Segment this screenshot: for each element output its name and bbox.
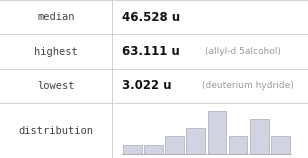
Bar — [229, 137, 247, 154]
Text: distribution: distribution — [19, 125, 94, 136]
Text: (deuterium hydride): (deuterium hydride) — [202, 81, 294, 90]
Bar — [250, 119, 269, 154]
Text: lowest: lowest — [38, 81, 75, 91]
Text: 46.528 u: 46.528 u — [122, 11, 180, 24]
Text: 63.111 u: 63.111 u — [122, 45, 180, 58]
Text: (allyl-d 5alcohol): (allyl-d 5alcohol) — [205, 47, 281, 56]
Text: median: median — [38, 12, 75, 22]
Text: highest: highest — [34, 46, 78, 57]
Bar — [208, 111, 226, 154]
Bar — [123, 145, 142, 154]
Text: 3.022 u: 3.022 u — [122, 79, 171, 92]
Bar — [271, 137, 290, 154]
Bar — [186, 128, 205, 154]
Bar — [144, 145, 163, 154]
Bar — [165, 137, 184, 154]
